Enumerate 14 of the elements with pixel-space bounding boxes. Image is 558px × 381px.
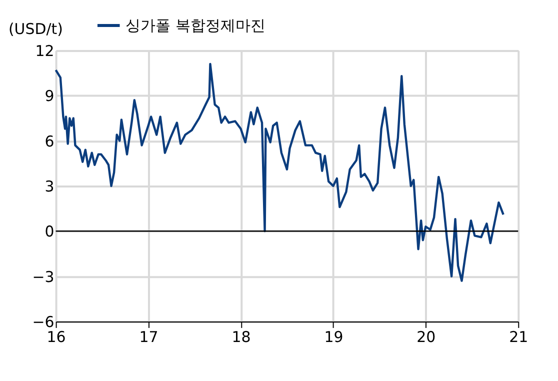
x-tick-label: 18: [232, 328, 251, 346]
y-tick-label: −3: [32, 268, 54, 286]
legend-label: 싱가폴 복합정제마진: [126, 16, 266, 35]
line-series: [54, 62, 504, 282]
y-tick-label: 12: [35, 42, 54, 60]
y-tick-label: 0: [44, 222, 54, 241]
x-tick-label: 21: [509, 328, 528, 346]
y-axis-title: (USD/t): [8, 20, 63, 38]
y-tick-label: 3: [44, 177, 54, 196]
x-tick-label: 19: [324, 328, 344, 346]
x-tick-label: 20: [416, 328, 436, 346]
y-tick-label: 6: [44, 132, 54, 150]
y-tick-label: 9: [44, 87, 54, 106]
x-tick-label: 17: [139, 328, 158, 346]
